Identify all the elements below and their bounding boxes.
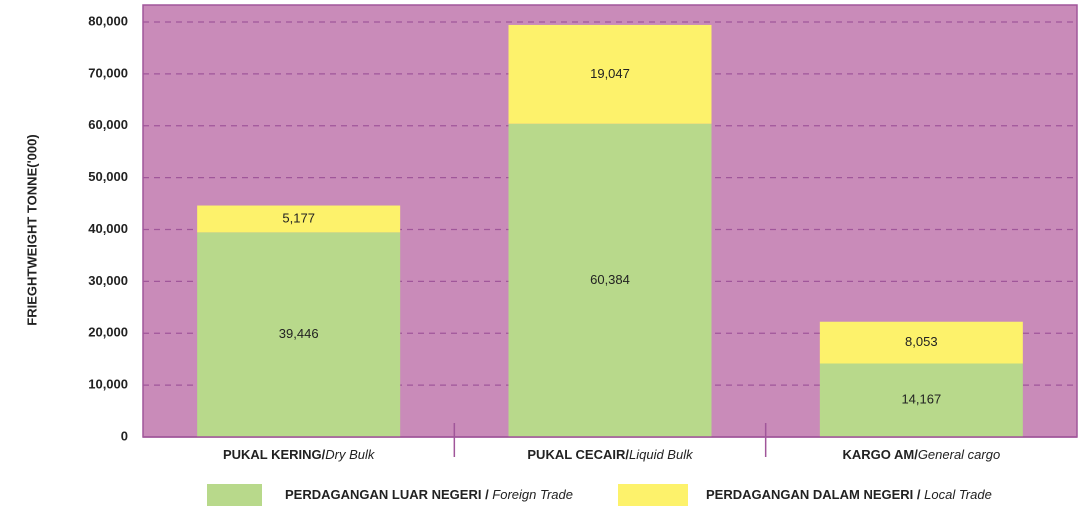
legend-label: PERDAGANGAN LUAR NEGERI / Foreign Trade [285, 487, 573, 502]
y-tick-label: 50,000 [88, 169, 128, 184]
x-tick-label: PUKAL KERING/Dry Bulk [223, 447, 376, 462]
y-tick-label: 60,000 [88, 117, 128, 132]
y-tick-label: 10,000 [88, 377, 128, 392]
x-tick-label: PUKAL CECAIR/Liquid Bulk [527, 447, 694, 462]
y-tick-label: 80,000 [88, 13, 128, 28]
y-tick-label: 0 [121, 428, 128, 443]
y-axis-label: FRIEGHTWEIGHT TONNE('000) [24, 134, 39, 325]
value-label: 14,167 [901, 392, 941, 407]
value-label: 39,446 [279, 326, 319, 341]
value-label: 19,047 [590, 66, 630, 81]
y-tick-label: 30,000 [88, 273, 128, 288]
bar-segment [819, 321, 1023, 364]
legend-swatch [207, 484, 262, 506]
bar-segment [508, 24, 712, 124]
x-tick-label: KARGO AM/General cargo [842, 447, 1000, 462]
value-label: 60,384 [590, 272, 630, 287]
bar-segment [197, 205, 401, 233]
y-tick-label: 40,000 [88, 221, 128, 236]
y-tick-label: 20,000 [88, 325, 128, 340]
bar-segment [508, 123, 712, 438]
bar-segment [197, 232, 401, 437]
value-label: 5,177 [282, 210, 315, 225]
legend-swatch [618, 484, 688, 506]
legend-label: PERDAGANGAN DALAM NEGERI / Local Trade [706, 487, 992, 502]
y-tick-label: 70,000 [88, 65, 128, 80]
value-label: 8,053 [905, 334, 938, 349]
bar-segment [819, 363, 1023, 437]
